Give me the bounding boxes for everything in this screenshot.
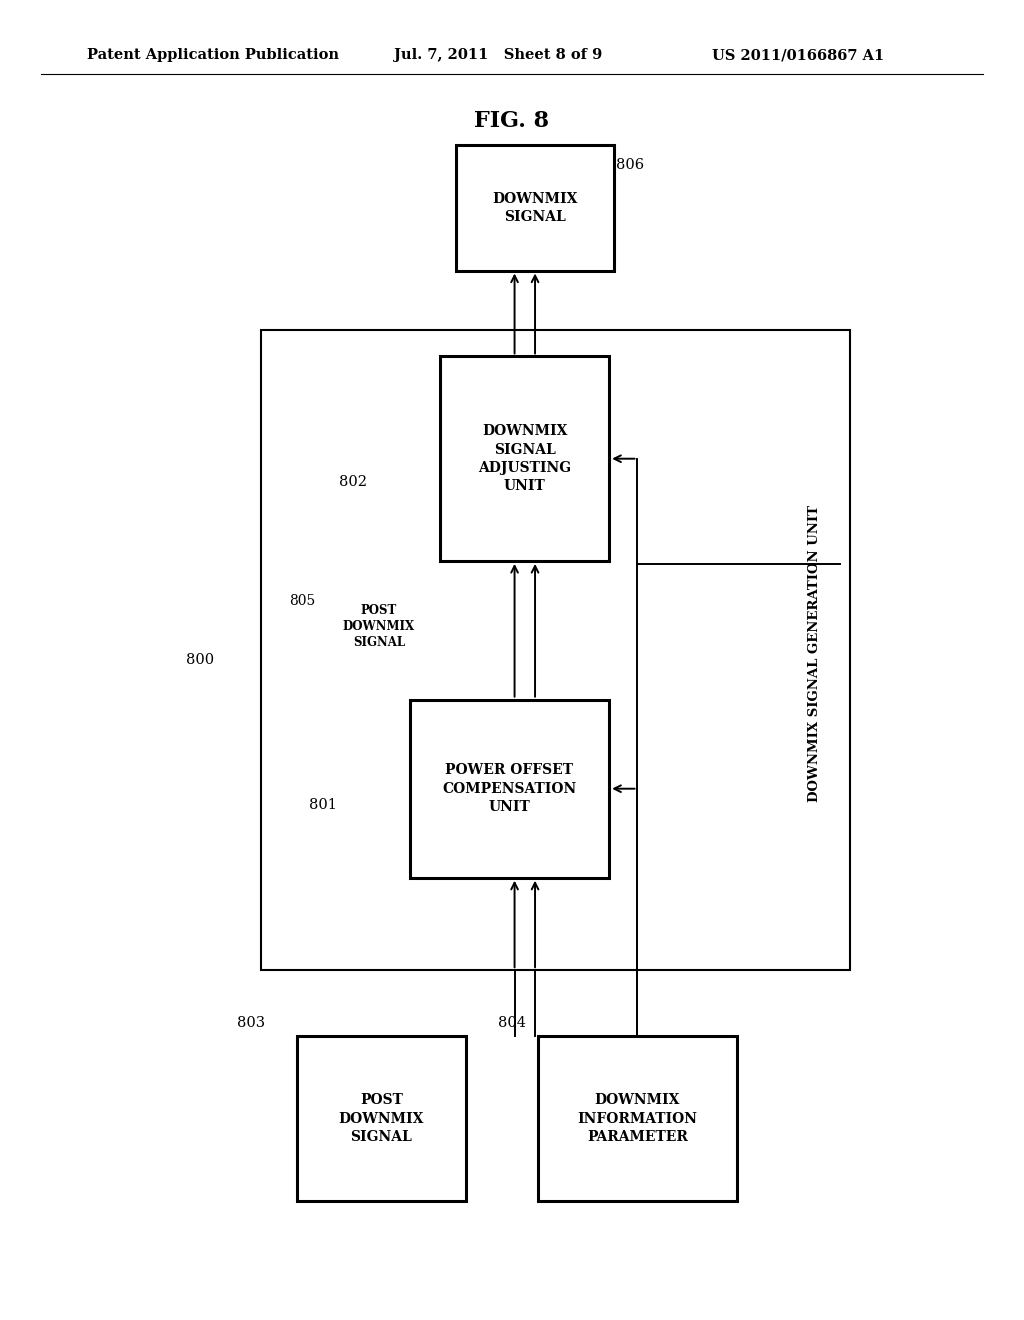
Text: 802: 802 <box>339 475 368 488</box>
Text: Patent Application Publication: Patent Application Publication <box>87 49 339 62</box>
Text: 804: 804 <box>498 1016 526 1030</box>
Text: 806: 806 <box>615 158 644 172</box>
Text: 801: 801 <box>308 799 337 812</box>
Bar <box>297 1036 466 1201</box>
Text: FIG. 8: FIG. 8 <box>474 111 550 132</box>
Text: DOWNMIX SIGNAL GENERATION UNIT: DOWNMIX SIGNAL GENERATION UNIT <box>808 504 820 801</box>
Text: 800: 800 <box>185 653 214 667</box>
Text: POST
DOWNMIX
SIGNAL: POST DOWNMIX SIGNAL <box>339 1093 424 1144</box>
Bar <box>456 145 614 271</box>
Text: DOWNMIX
SIGNAL
ADJUSTING
UNIT: DOWNMIX SIGNAL ADJUSTING UNIT <box>478 424 571 494</box>
Text: 803: 803 <box>237 1016 265 1030</box>
Text: DOWNMIX
SIGNAL: DOWNMIX SIGNAL <box>493 191 578 224</box>
Text: US 2011/0166867 A1: US 2011/0166867 A1 <box>712 49 884 62</box>
Bar <box>538 1036 737 1201</box>
Text: POWER OFFSET
COMPENSATION
UNIT: POWER OFFSET COMPENSATION UNIT <box>442 763 577 814</box>
Text: DOWNMIX
INFORMATION
PARAMETER: DOWNMIX INFORMATION PARAMETER <box>578 1093 697 1144</box>
Text: POST
DOWNMIX
SIGNAL: POST DOWNMIX SIGNAL <box>343 605 415 649</box>
Bar <box>261 330 850 970</box>
Bar <box>410 700 609 878</box>
Text: 805: 805 <box>289 594 315 607</box>
Text: Jul. 7, 2011   Sheet 8 of 9: Jul. 7, 2011 Sheet 8 of 9 <box>394 49 602 62</box>
Bar <box>440 356 609 561</box>
